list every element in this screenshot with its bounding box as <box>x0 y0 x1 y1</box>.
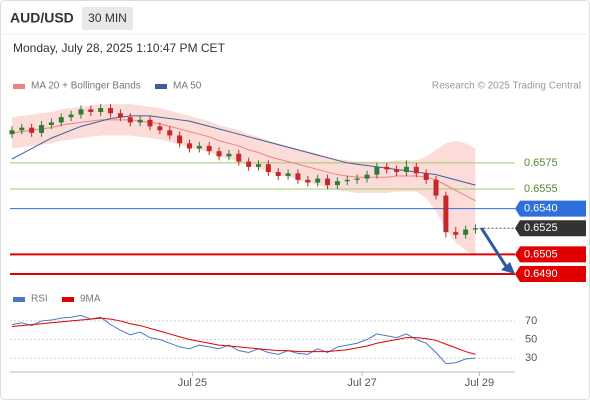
symbol: AUD/USD <box>10 10 74 26</box>
candle-body <box>285 173 291 176</box>
candle-body <box>325 178 331 186</box>
candle-body <box>196 145 202 149</box>
candle-body <box>137 119 143 123</box>
y-tick-label: 70 <box>525 315 537 327</box>
rsi-line <box>11 317 476 355</box>
level-box <box>515 200 586 217</box>
candle-body <box>433 179 439 196</box>
candle-body <box>453 232 459 235</box>
candle-body <box>423 173 429 180</box>
level-box <box>515 246 586 263</box>
level-box <box>515 265 586 282</box>
candle-body <box>443 195 449 233</box>
candle-body <box>394 169 400 173</box>
legend-label: 9MA <box>80 294 101 305</box>
candle-body <box>463 229 469 235</box>
candle-body <box>108 108 114 114</box>
legend-swatch <box>13 84 25 89</box>
candle-body <box>216 151 222 157</box>
candle-body <box>403 166 409 173</box>
y-tick-label: 50 <box>525 333 537 345</box>
x-tick-label: Jul 25 <box>178 377 207 389</box>
candle-body <box>374 166 380 175</box>
candle-body <box>9 130 15 135</box>
y-tick-label: 30 <box>525 352 537 364</box>
candle-body <box>39 125 45 133</box>
candle-body <box>157 126 163 131</box>
candle-body <box>177 135 183 144</box>
candle-body <box>167 130 173 136</box>
candle-body <box>364 174 370 179</box>
candle-body <box>98 108 104 112</box>
legend-label: MA 20 + Bollinger Bands <box>31 81 141 92</box>
x-tick-label: Jul 27 <box>347 377 376 389</box>
candle-body <box>413 166 419 174</box>
candle-body <box>344 179 350 182</box>
ma-line <box>11 119 476 202</box>
forecast-arrow <box>480 227 511 272</box>
bollinger-band <box>11 104 476 256</box>
candle-body <box>354 178 360 180</box>
level-box <box>515 220 586 237</box>
level-label: 0.6490 <box>524 268 558 280</box>
candle-body <box>275 172 281 176</box>
level-label: 0.6575 <box>524 157 558 169</box>
candle-body <box>186 143 192 149</box>
candle-body <box>206 145 212 152</box>
candle-body <box>334 181 340 186</box>
candle-body <box>472 228 478 230</box>
level-label: 0.6555 <box>524 183 558 195</box>
candle-body <box>29 127 35 133</box>
candle-body <box>305 179 311 183</box>
candle-body <box>256 164 261 167</box>
timestamp: Monday, July 28, 2025 1:10:47 PM CET <box>13 41 226 55</box>
candle-body <box>58 117 64 123</box>
legend-swatch <box>155 84 167 89</box>
legend-label: RSI <box>31 294 48 305</box>
candle-body <box>88 109 94 112</box>
legend-swatch <box>13 297 25 302</box>
level-label: 0.6505 <box>524 248 558 260</box>
candle-body <box>19 127 25 131</box>
level-label: 0.6525 <box>524 222 558 234</box>
candle-body <box>384 166 390 170</box>
forecast-arrow-head <box>501 261 515 274</box>
x-tick-label: Jul 29 <box>465 377 494 389</box>
legend-label: MA 50 <box>173 81 202 92</box>
candle-body <box>236 153 242 162</box>
source: Research © 2025 Trading Central <box>432 81 581 92</box>
candle-body <box>246 161 252 167</box>
level-label: 0.6540 <box>524 203 558 215</box>
rsi-line <box>11 314 476 365</box>
candle-body <box>147 119 153 127</box>
candle-body <box>68 114 74 118</box>
legend-swatch <box>62 297 74 302</box>
candle-body <box>117 113 123 118</box>
candle-body <box>127 117 133 123</box>
candle-body <box>315 178 321 183</box>
candle-body <box>265 164 271 173</box>
interval: 30 MIN <box>88 11 127 25</box>
candle-body <box>48 122 54 126</box>
candle-body <box>78 109 84 115</box>
candle-body <box>295 173 301 180</box>
candle-body <box>226 153 232 157</box>
interval-box <box>82 7 133 30</box>
